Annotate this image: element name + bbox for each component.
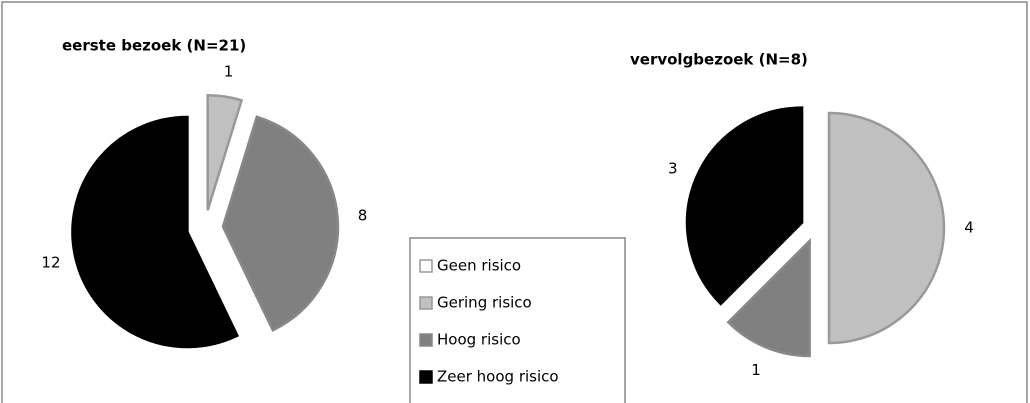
legend-label: Geen risico — [437, 257, 521, 275]
pie-slice — [206, 93, 244, 211]
legend-box — [409, 237, 626, 403]
legend-swatch — [419, 333, 433, 347]
legend-swatch — [419, 370, 433, 384]
data-label: 1 — [751, 361, 761, 379]
legend-swatch — [419, 259, 433, 273]
pie-slice — [726, 237, 811, 358]
pie-slice — [827, 111, 946, 345]
legend-label: Zeer hoog risico — [437, 368, 559, 386]
legend-swatch — [419, 296, 433, 310]
data-label: 12 — [41, 254, 60, 272]
pie-slice — [685, 106, 804, 306]
legend-label: Gering risico — [437, 294, 532, 312]
chart-title: vervolgbezoek (N=8) — [630, 51, 808, 69]
pie-slice — [221, 115, 340, 332]
legend-label: Hoog risico — [437, 331, 521, 349]
data-label: 3 — [668, 160, 678, 178]
pie-slice — [71, 115, 240, 349]
data-label: 1 — [224, 62, 234, 80]
chart-title: eerste bezoek (N=21) — [62, 37, 246, 55]
data-label: 8 — [358, 207, 368, 225]
data-label: 4 — [964, 219, 974, 237]
